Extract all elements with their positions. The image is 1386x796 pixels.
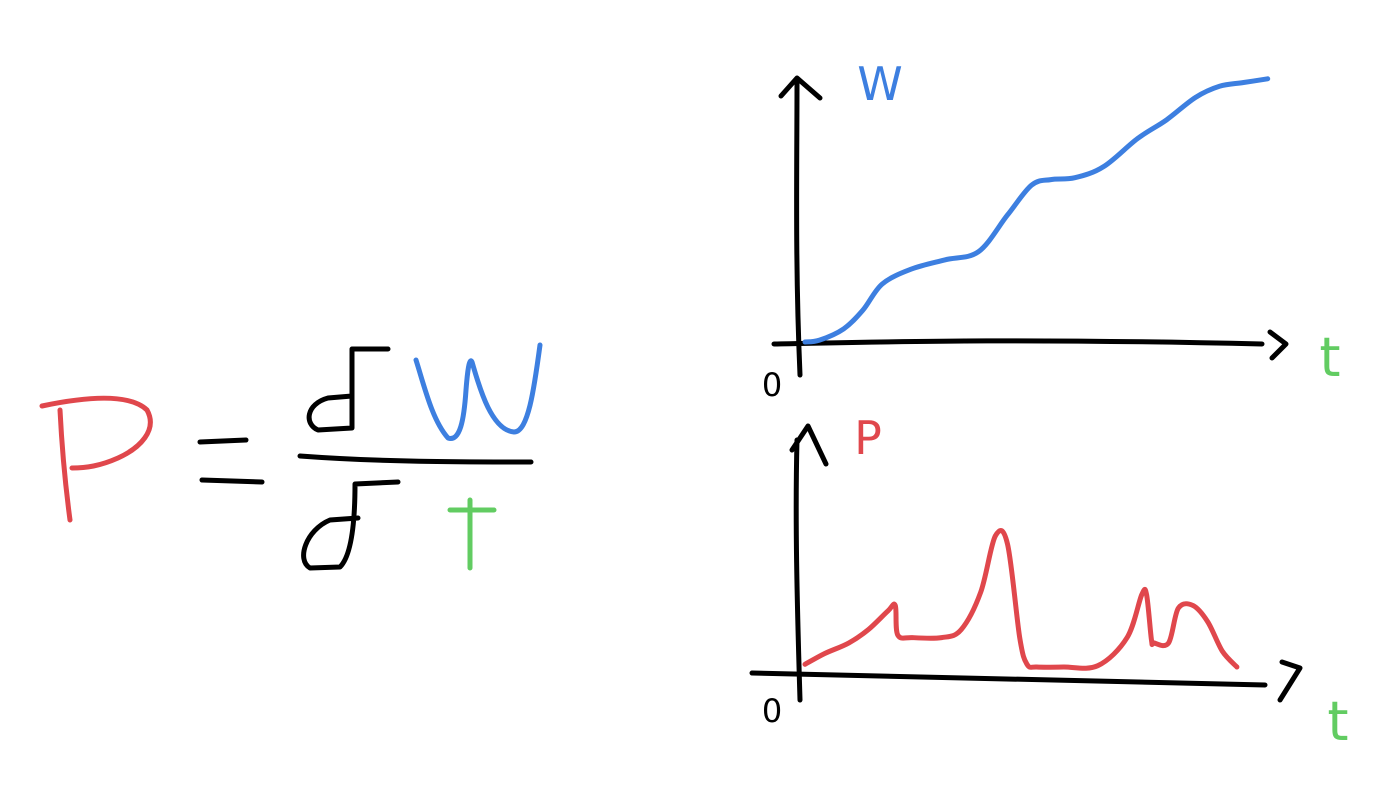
- power-y-label: P: [854, 411, 882, 465]
- numerator-w-glyph: W: [413, 342, 543, 441]
- denominator-t-glyph: t: [447, 497, 497, 571]
- power-y-axis: [789, 423, 829, 703]
- numerator-delta-glyph: δ: [306, 346, 391, 433]
- denominator-delta-glyph: δ: [301, 479, 401, 571]
- energy-y-axis: [778, 75, 823, 378]
- formula-lhs-glyph: P: [39, 395, 153, 523]
- power-formula: P = δ W δ t: [39, 342, 543, 571]
- energy-y-label: W: [857, 57, 902, 111]
- formula-equals-glyph: =: [197, 437, 265, 485]
- formula-p-stroke: [39, 395, 153, 523]
- power-series-line-0: [802, 528, 1240, 671]
- energy-origin-label: 0: [762, 366, 782, 404]
- equals-stroke: [197, 437, 265, 485]
- energy-series-line-0: [802, 76, 1271, 345]
- fraction-bar: [297, 453, 534, 465]
- power-x-label: t: [1327, 690, 1348, 753]
- power-x-axis: [749, 659, 1303, 703]
- power-origin-label: 0: [762, 692, 782, 730]
- numerator-delta-stroke: [306, 346, 391, 433]
- energy-chart: W t 0: [762, 57, 1341, 404]
- power-chart: P t 0: [749, 411, 1349, 753]
- numerator-w-stroke: [413, 342, 543, 441]
- denominator-delta-stroke: [301, 479, 401, 571]
- power-series-layer: [802, 528, 1240, 671]
- denominator-t-stroke: [447, 497, 497, 571]
- energy-series-layer: [802, 76, 1271, 345]
- energy-x-label: t: [1319, 326, 1340, 389]
- energy-x-axis: [771, 329, 1289, 361]
